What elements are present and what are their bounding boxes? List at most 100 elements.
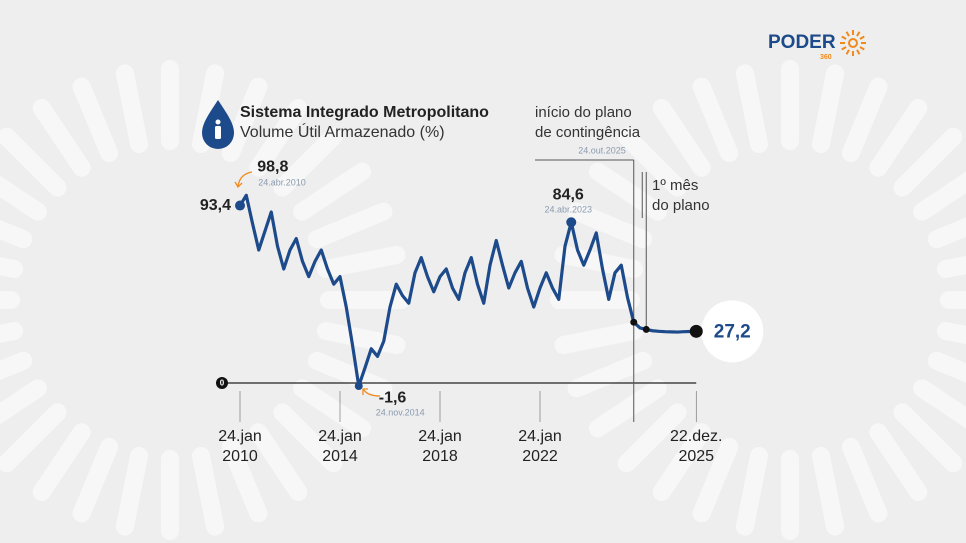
ray xyxy=(161,60,179,150)
end-badge xyxy=(701,300,764,363)
x-tick-label: 24.jan 2022 xyxy=(518,428,562,465)
sun-ray xyxy=(845,31,850,37)
ray xyxy=(273,403,343,473)
callout-point xyxy=(642,325,650,333)
ray xyxy=(940,291,966,309)
ray xyxy=(0,403,67,473)
ray xyxy=(913,379,966,438)
sun-ray xyxy=(859,46,865,51)
ray xyxy=(617,127,687,197)
ray xyxy=(927,202,966,249)
ray xyxy=(652,98,711,177)
callout-point xyxy=(630,318,638,326)
sun-ray xyxy=(845,49,850,55)
plot: 0 24.jan 2010 24.jan 2014 24.jan 2018 24.jan 202… xyxy=(200,104,764,465)
sun-ray xyxy=(856,31,861,37)
ray xyxy=(869,423,928,502)
sun-ray xyxy=(841,35,847,40)
point xyxy=(566,217,577,228)
logo: PODER 360 xyxy=(768,30,866,61)
point-date: 24.abr.2023 xyxy=(544,205,592,215)
ray xyxy=(293,379,372,438)
value-label: 98,8 xyxy=(257,158,288,175)
point-date: 24.nov.2014 xyxy=(376,407,425,417)
value-label: 27,2 xyxy=(714,321,751,342)
ray xyxy=(913,162,966,221)
sun-ray xyxy=(856,49,861,55)
ray xyxy=(293,162,372,221)
y-tick-label: 0 xyxy=(220,379,225,388)
value-label: -1,6 xyxy=(379,389,407,406)
ray xyxy=(841,437,888,523)
logo-sun xyxy=(840,30,866,56)
ray xyxy=(893,127,963,197)
chart-subtitle: Volume Útil Armazenado (%) xyxy=(240,122,445,141)
ray xyxy=(812,446,845,536)
sun-core xyxy=(848,38,858,48)
chart-title: Sistema Integrado Metropolitano xyxy=(240,104,489,121)
x-tick-label: 24.jan 2010 xyxy=(218,428,262,465)
ray xyxy=(0,351,33,398)
ray xyxy=(115,64,148,154)
zero-badge xyxy=(216,377,228,389)
ray xyxy=(0,127,67,197)
callout-label: início do plano de contingência xyxy=(535,104,641,141)
ray xyxy=(735,446,768,536)
sun-ray xyxy=(859,35,865,40)
end-point xyxy=(689,324,703,338)
ray xyxy=(192,64,225,154)
ray xyxy=(249,423,308,502)
ray xyxy=(32,423,91,502)
ray xyxy=(221,437,268,523)
ray xyxy=(692,77,739,163)
data-line xyxy=(238,193,698,388)
ray xyxy=(550,291,640,309)
ray xyxy=(0,162,47,221)
logo-number: 360 xyxy=(820,54,832,61)
ray xyxy=(812,64,845,154)
ray xyxy=(316,322,406,355)
x-tick-label: 24.jan 2014 xyxy=(318,428,362,465)
ray xyxy=(567,351,653,398)
ray xyxy=(841,77,888,163)
ray xyxy=(781,450,799,540)
ray xyxy=(567,202,653,249)
sun-ray xyxy=(841,46,847,51)
ray xyxy=(588,379,667,438)
ray xyxy=(320,291,410,309)
ray xyxy=(893,403,963,473)
ray xyxy=(936,322,966,355)
ray xyxy=(273,127,343,197)
point-date: 24.abr.2010 xyxy=(258,178,306,188)
ray xyxy=(307,202,393,249)
x-tick-label: 24.jan 2018 xyxy=(418,428,462,465)
ray xyxy=(869,98,928,177)
value-label: 84,6 xyxy=(553,186,584,203)
ray xyxy=(221,77,268,163)
ray xyxy=(927,351,966,398)
ray xyxy=(617,403,687,473)
ray xyxy=(307,351,393,398)
ray xyxy=(115,446,148,536)
ray xyxy=(588,162,667,221)
ray xyxy=(32,98,91,177)
ray xyxy=(652,423,711,502)
ray xyxy=(72,77,119,163)
point xyxy=(235,200,245,211)
arrows xyxy=(234,171,381,397)
logo-name: PODER xyxy=(768,32,836,53)
point xyxy=(354,382,363,391)
ray xyxy=(735,64,768,154)
callout-label: 1º mês do plano xyxy=(652,177,710,214)
ray xyxy=(0,291,20,309)
ray xyxy=(936,245,966,278)
value-label: 93,4 xyxy=(200,197,231,214)
ray xyxy=(316,245,406,278)
ray xyxy=(781,60,799,150)
ray xyxy=(249,98,308,177)
ray xyxy=(554,322,644,355)
title-icon xyxy=(202,100,234,149)
ray xyxy=(0,379,47,438)
ray xyxy=(0,202,33,249)
